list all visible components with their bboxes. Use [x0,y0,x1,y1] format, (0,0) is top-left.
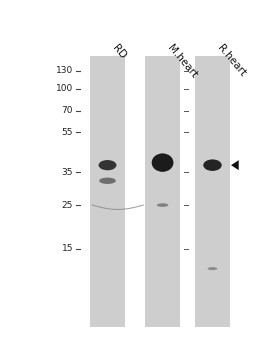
Text: 100: 100 [56,85,73,93]
Text: 25: 25 [62,201,73,209]
Text: 15: 15 [61,244,73,253]
Bar [145,56,180,327]
Text: 70: 70 [61,106,73,115]
Ellipse shape [208,267,217,270]
Bar [195,56,230,327]
Bar [90,56,125,327]
Ellipse shape [152,154,174,172]
Text: 55: 55 [61,128,73,137]
Text: 35: 35 [61,168,73,177]
Text: RD: RD [110,42,127,61]
Polygon shape [231,160,239,170]
Ellipse shape [99,178,116,184]
Text: 130: 130 [56,66,73,75]
Text: R.heart: R.heart [215,42,247,78]
Ellipse shape [203,159,222,171]
Ellipse shape [99,160,116,170]
Text: M.heart: M.heart [165,42,199,80]
Ellipse shape [157,203,168,207]
